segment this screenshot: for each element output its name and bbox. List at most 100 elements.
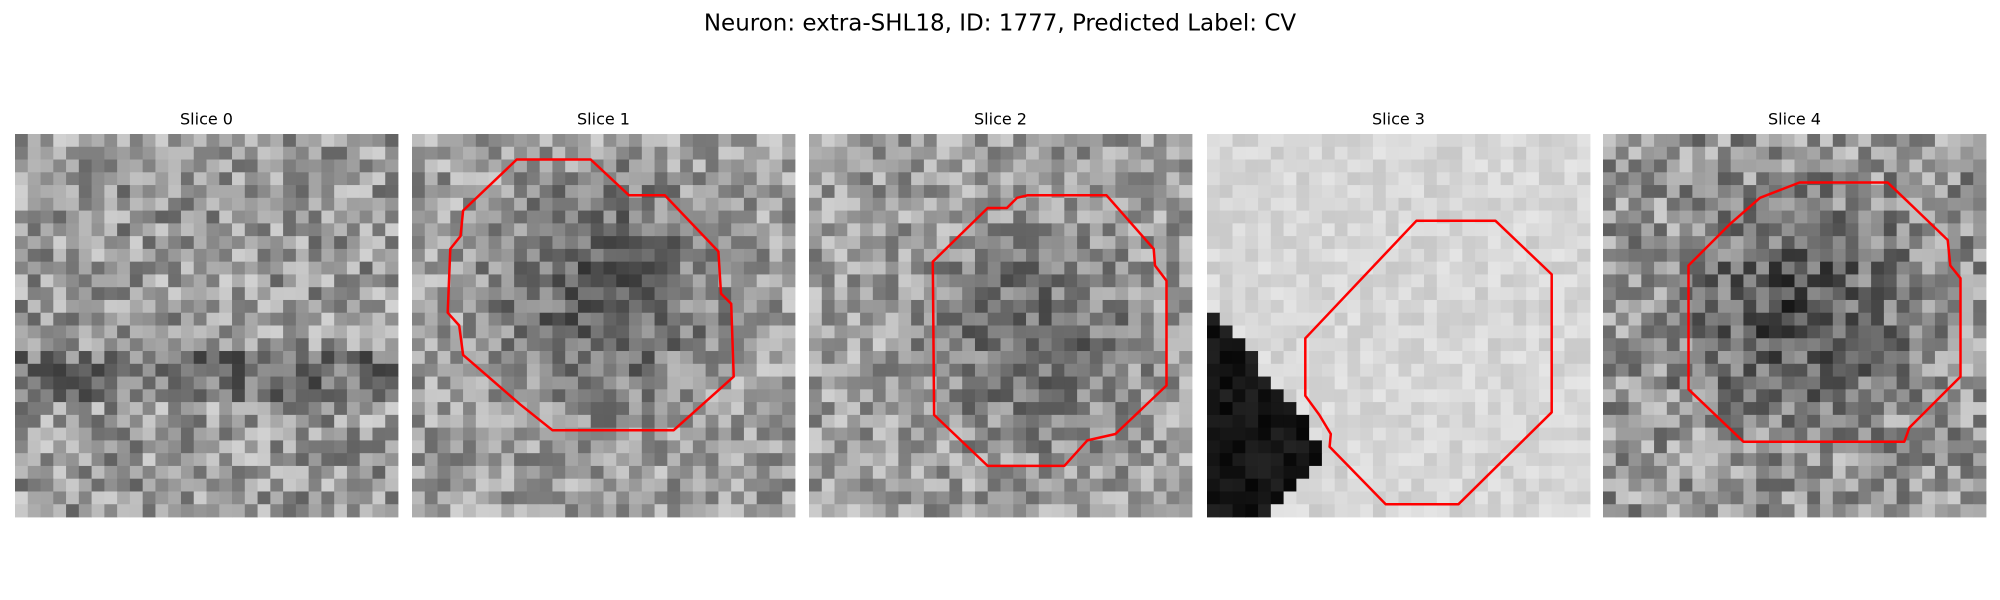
pixel — [629, 338, 643, 352]
pixel — [117, 427, 131, 441]
pixel — [1973, 351, 1987, 365]
pixel — [1922, 351, 1936, 365]
pixel — [385, 491, 399, 505]
pixel — [219, 172, 233, 186]
pixel — [1743, 491, 1757, 505]
pixel — [1179, 504, 1193, 518]
pixel — [1207, 325, 1221, 339]
pixel — [1077, 338, 1091, 352]
pixel — [129, 172, 144, 186]
pixel — [936, 351, 950, 365]
pixel — [1360, 440, 1374, 454]
pixel — [1717, 236, 1732, 250]
pixel — [654, 363, 668, 377]
pixel — [91, 274, 105, 288]
pixel — [1411, 325, 1425, 339]
pixel — [424, 491, 438, 505]
pixel — [206, 287, 220, 301]
pixel — [1334, 427, 1348, 441]
pixel — [308, 248, 322, 263]
pixel — [1730, 287, 1744, 301]
pixel — [206, 363, 220, 377]
pixel — [692, 197, 707, 211]
pixel — [1705, 402, 1719, 416]
pixel — [1334, 491, 1348, 505]
pixel — [1756, 478, 1770, 492]
pixel — [1832, 338, 1846, 352]
pixel — [129, 210, 144, 224]
pixel — [1820, 478, 1834, 492]
pixel — [155, 504, 169, 518]
pixel — [1679, 363, 1693, 377]
pixel — [1832, 465, 1846, 480]
pixel — [27, 261, 41, 275]
pixel — [1000, 210, 1014, 224]
pixel — [1845, 312, 1859, 326]
pixel — [193, 389, 207, 403]
pixel — [359, 427, 373, 441]
pixel — [743, 197, 758, 211]
pixel — [847, 299, 861, 314]
pixel — [1051, 236, 1065, 250]
pixel — [1258, 248, 1272, 263]
pixel — [1603, 172, 1617, 186]
pixel — [1166, 312, 1180, 326]
pixel — [1615, 197, 1629, 211]
pixel — [1615, 453, 1629, 467]
pixel — [1743, 236, 1757, 250]
pixel — [1820, 274, 1834, 288]
pixel — [1077, 223, 1091, 237]
pixel — [1309, 427, 1323, 441]
pixel — [1858, 491, 1872, 505]
pixel — [155, 134, 169, 148]
pixel — [1603, 389, 1617, 403]
pixel — [1692, 146, 1706, 160]
pixel — [475, 210, 489, 224]
pixel — [346, 287, 361, 301]
pixel — [1064, 325, 1078, 339]
pixel — [334, 440, 348, 454]
pixel — [66, 159, 80, 173]
pixel — [78, 402, 92, 416]
pixel — [782, 389, 796, 403]
pixel — [295, 402, 310, 416]
pixel — [923, 465, 938, 480]
pixel — [40, 248, 54, 263]
pixel — [1219, 172, 1233, 186]
pixel — [1475, 312, 1489, 326]
pixel — [244, 312, 258, 326]
pixel — [1334, 338, 1348, 352]
pixel — [962, 338, 976, 352]
pixel — [1360, 389, 1374, 403]
pixel — [539, 261, 553, 275]
pixel — [1089, 402, 1104, 416]
pixel — [1538, 338, 1553, 352]
pixel — [412, 299, 426, 314]
pixel — [577, 504, 592, 518]
pixel — [372, 274, 386, 288]
pixel — [321, 402, 335, 416]
pixel — [565, 504, 579, 518]
pixel — [1398, 197, 1412, 211]
pixel — [872, 210, 886, 224]
pixel — [1219, 389, 1233, 403]
pixel — [78, 491, 92, 505]
pixel — [437, 427, 451, 441]
pixel — [1564, 453, 1578, 467]
pixel — [450, 402, 464, 416]
pixel — [962, 312, 976, 326]
pixel — [1551, 299, 1565, 314]
pixel — [412, 146, 426, 160]
pixel — [334, 389, 348, 403]
pixel — [385, 210, 399, 224]
pixel — [923, 299, 938, 314]
pixel — [680, 248, 694, 263]
pixel — [1973, 338, 1987, 352]
pixel — [1909, 389, 1923, 403]
pixel — [463, 312, 477, 326]
pixel — [603, 504, 617, 518]
pixel — [1577, 287, 1591, 301]
pixel — [898, 248, 912, 263]
pixel — [232, 338, 246, 352]
pixel — [1628, 414, 1642, 429]
